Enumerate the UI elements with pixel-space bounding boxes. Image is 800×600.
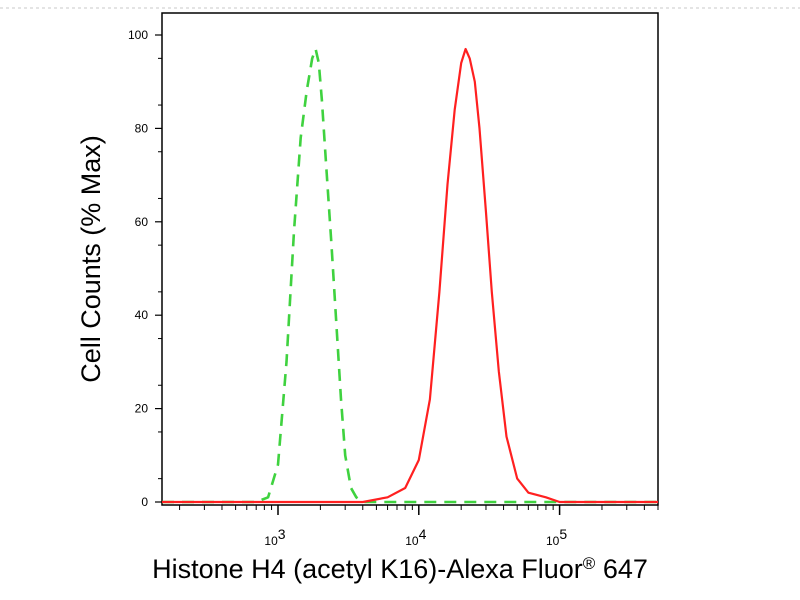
y-tick-label: 80 [135, 121, 149, 135]
x-axis-title-registered-mark: ® [582, 554, 596, 573]
x-axis-title: Histone H4 (acetyl K16)-Alexa Fluor® 647 [0, 553, 800, 585]
x-tick-label: 105 [546, 526, 567, 548]
x-tick-label: 104 [405, 526, 426, 548]
y-axis: 0 20 40 60 80 100 [128, 28, 162, 509]
control-histogram-line [162, 47, 658, 504]
y-tick-label: 20 [135, 402, 149, 416]
y-tick-label: 100 [128, 28, 148, 42]
y-tick-label: 60 [135, 215, 149, 229]
series-layer [162, 47, 658, 504]
x-tick-label: 103 [264, 526, 285, 548]
stained-histogram-line [162, 47, 658, 504]
x-axis: 103 104 105 [179, 505, 659, 548]
x-axis-title-suffix: 647 [595, 554, 648, 584]
x-axis-title-text: Histone H4 (acetyl K16)-Alexa Fluor [152, 554, 583, 584]
y-tick-label: 40 [135, 308, 149, 322]
plot-frame [161, 12, 659, 506]
y-tick-label: 0 [141, 495, 148, 509]
y-axis-title: Cell Counts (% Max) [76, 135, 106, 383]
